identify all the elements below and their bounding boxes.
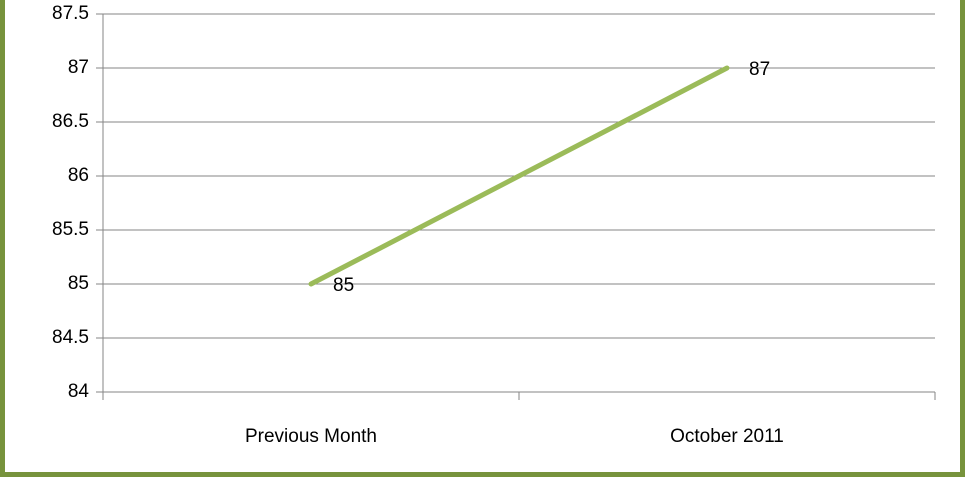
series-line — [308, 65, 730, 287]
y-tick-label: 85 — [68, 273, 89, 294]
y-tick-label: 87 — [68, 57, 89, 78]
y-tick-label: 84.5 — [52, 327, 89, 348]
x-tick-label: October 2011 — [670, 426, 784, 447]
x-tick-label: Previous Month — [245, 426, 377, 447]
y-tick-label: 87.5 — [52, 3, 89, 24]
y-tick-label: 86 — [68, 165, 89, 186]
y-tick-label: 84 — [68, 381, 90, 402]
data-label: 87 — [749, 59, 770, 80]
y-tick-label: 85.5 — [52, 219, 89, 240]
data-label: 85 — [333, 275, 354, 296]
y-tick-label: 86.5 — [52, 111, 89, 132]
